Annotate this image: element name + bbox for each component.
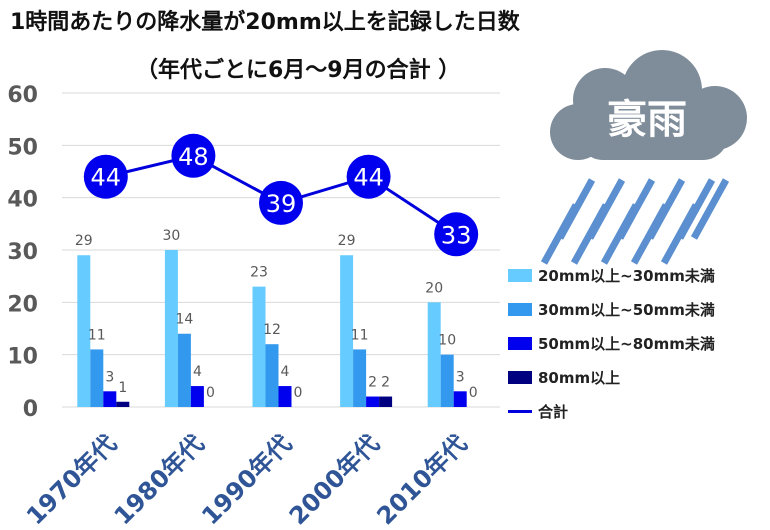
bar-value-label: 30 (162, 228, 180, 244)
total-value-label: 48 (178, 143, 209, 171)
bar-value-label: 2 (368, 375, 377, 391)
y-tick-label: 20 (7, 292, 38, 317)
bar-value-label: 4 (193, 364, 202, 380)
bar-1-3 (252, 286, 266, 407)
legend-swatch-series-3 (508, 336, 532, 350)
y-tick-label: 0 (23, 397, 38, 422)
bar-1-1 (77, 255, 91, 407)
x-tick-label: 1980年代 (109, 429, 210, 530)
total-marker (434, 212, 479, 257)
legend-swatch-series-4 (508, 370, 532, 384)
x-tick-label: 1970年代 (21, 429, 122, 530)
rain-streak (570, 203, 610, 265)
legend-label-series-3: 50mm以上~80mm未満 (538, 334, 715, 353)
x-tick-label: 2010年代 (371, 429, 472, 530)
bar-value-label: 0 (206, 385, 215, 401)
bar-3-3 (278, 386, 292, 407)
bar-value-label: 11 (88, 327, 106, 343)
bar-4-1 (116, 401, 130, 407)
y-axis-ticks: 0 10 20 30 40 50 60 (7, 83, 38, 422)
legend-item-series-1: 20mm以上~30mm未満 (508, 258, 768, 292)
bar-3-1 (103, 391, 117, 407)
total-value-label: 44 (353, 164, 384, 192)
bar-value-label: 1 (118, 380, 127, 396)
y-tick-label: 40 (7, 188, 38, 213)
bar-value-label: 4 (281, 364, 290, 380)
bar-2-5 (440, 354, 454, 407)
grid-lines (62, 92, 500, 408)
total-marker (171, 133, 216, 178)
x-tick-label: 1990年代 (196, 429, 297, 530)
rain-streaks-icon (540, 178, 730, 265)
bar-value-label: 3 (456, 369, 465, 385)
rain-streak (600, 203, 640, 265)
rain-streak (660, 203, 700, 265)
bar-2-1 (90, 349, 104, 407)
total-value-label: 44 (91, 164, 122, 192)
bar-3-2 (190, 386, 204, 407)
bar-1-5 (427, 302, 441, 407)
y-tick-label: 10 (7, 345, 38, 370)
y-tick-label: 30 (7, 240, 38, 265)
total-value-label: 39 (266, 190, 297, 218)
legend-item-total: 合計 (508, 394, 768, 428)
legend-swatch-series-1 (508, 268, 532, 282)
legend-label-total: 合計 (538, 402, 569, 421)
total-marker (259, 180, 303, 225)
cloud-icon (550, 50, 747, 160)
chart-legend: 20mm以上~30mm未満 30mm以上~50mm未満 50mm以上~80mm未… (508, 258, 768, 428)
legend-label-series-4: 80mm以上 (538, 368, 621, 387)
y-tick-label: 50 (7, 135, 38, 160)
bar-2-2 (177, 333, 191, 407)
bar-value-label: 0 (469, 385, 478, 401)
legend-swatch-total (508, 409, 532, 413)
bar-value-label: 3 (105, 369, 114, 385)
bar-1-2 (164, 250, 178, 407)
bar-2-3 (265, 344, 279, 407)
heavy-rain-badge-text: 豪雨 (607, 97, 687, 143)
x-tick-label: 2000年代 (284, 429, 385, 530)
bar-3-4 (366, 396, 380, 407)
bar-3-5 (453, 391, 467, 407)
legend-item-series-2: 30mm以上~50mm未満 (508, 292, 768, 326)
legend-label-series-1: 20mm以上~30mm未満 (538, 266, 715, 285)
heavy-rain-illustration: 豪雨 (540, 50, 747, 265)
rain-streak (540, 203, 580, 265)
chart-subtitle: （年代ごとに6月～9月の合計 ） (136, 58, 461, 83)
bar-1-4 (340, 255, 354, 407)
bar-2-4 (353, 349, 367, 407)
bar-value-label: 14 (175, 312, 193, 328)
bar-value-label: 29 (338, 233, 356, 249)
legend-label-series-2: 30mm以上~50mm未満 (538, 300, 715, 319)
bar-4-4 (379, 396, 393, 407)
total-value-label: 33 (441, 221, 472, 249)
bar-value-label: 29 (75, 233, 93, 249)
total-marker (83, 154, 128, 199)
bar-value-label: 11 (351, 327, 369, 343)
rain-streak (690, 178, 730, 240)
bar-value-label: 0 (294, 385, 303, 401)
legend-item-series-3: 50mm以上~80mm未満 (508, 326, 768, 360)
total-marker (346, 154, 391, 199)
bar-value-label: 23 (250, 265, 268, 281)
bar-value-label: 2 (381, 375, 390, 391)
legend-item-series-4: 80mm以上 (508, 360, 768, 394)
chart-title: 1時間あたりの降水量が20mm以上を記録した日数 (10, 10, 520, 35)
legend-swatch-series-2 (508, 302, 532, 316)
bar-value-label: 12 (263, 322, 281, 338)
bar-value-label: 20 (425, 280, 443, 296)
y-tick-label: 60 (7, 83, 38, 108)
bar-value-label: 10 (438, 333, 456, 349)
rain-streak (630, 203, 670, 265)
total-line-series: 44 48 39 44 33 (83, 133, 479, 257)
